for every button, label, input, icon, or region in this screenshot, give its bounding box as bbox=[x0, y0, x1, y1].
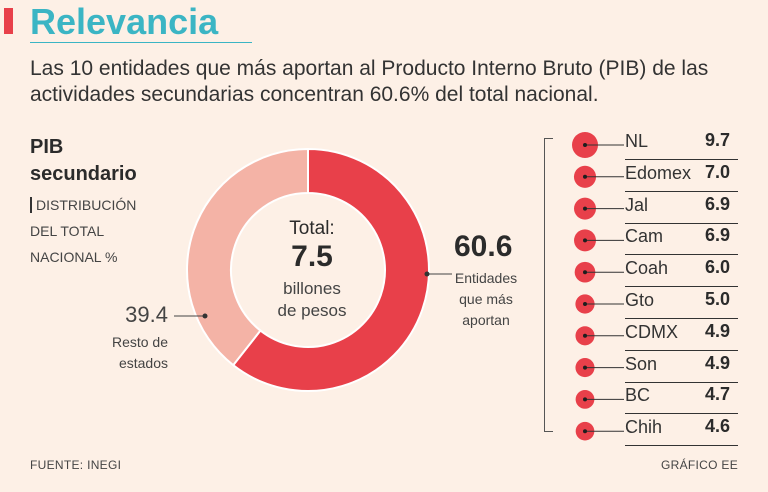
ranking-row: CDMX 4.9 bbox=[568, 319, 738, 351]
ranking-rule bbox=[625, 159, 738, 160]
donut-center-unit-line2: de pesos bbox=[277, 301, 347, 320]
chart-subheading-line1: DISTRIBUCIÓN bbox=[36, 197, 137, 213]
page-title: Relevancia bbox=[30, 1, 219, 42]
chart-heading: PIB secundario bbox=[30, 134, 137, 188]
chart-subheading-line3: NACIONAL % bbox=[30, 249, 118, 265]
ranking-row: Cam 6.9 bbox=[568, 223, 738, 256]
ranking-row: BC 4.7 bbox=[568, 382, 738, 415]
ranking-name: Edomex bbox=[625, 162, 692, 183]
ranking-dot-center bbox=[583, 429, 587, 434]
ranking-row: Gto 5.0 bbox=[568, 287, 738, 319]
ranking-name: Chih bbox=[625, 417, 663, 438]
ranking-row: Jal 6.9 bbox=[568, 192, 738, 224]
ranking-dot-center bbox=[583, 143, 587, 147]
ranking-dot-center bbox=[583, 174, 587, 179]
ranking-value: 4.9 bbox=[704, 320, 730, 341]
ranking-row: Son 4.9 bbox=[568, 351, 738, 383]
ranking-name: Cam bbox=[625, 226, 664, 247]
data-label-top-text: Entidades que más aportan bbox=[442, 268, 530, 331]
ranking-row: Chih 4.6 bbox=[568, 414, 738, 447]
data-label-rest-line2: estados bbox=[118, 355, 168, 371]
ranking-rule bbox=[625, 445, 738, 447]
donut-center-unit-line1: billones bbox=[283, 279, 341, 298]
ranking-rule bbox=[625, 254, 738, 256]
data-label-top-line3: aportan bbox=[462, 312, 510, 328]
ranking-rule bbox=[625, 413, 738, 415]
ranking-rule bbox=[625, 222, 738, 224]
divider-bar bbox=[30, 197, 32, 213]
ranking-dot-center bbox=[583, 333, 587, 338]
ranking-value: 6.9 bbox=[704, 225, 730, 246]
donut-center-label: Total: bbox=[289, 218, 335, 239]
ranking-dots-layer bbox=[572, 132, 624, 441]
ranking-value: 6.9 bbox=[704, 193, 730, 214]
ranking-row: NL 9.7 bbox=[568, 128, 738, 160]
ranking-rule bbox=[625, 349, 738, 351]
ranking-name: CDMX bbox=[625, 321, 678, 342]
donut-layer bbox=[186, 147, 430, 392]
ranking-dot-center bbox=[583, 270, 587, 275]
ranking-value: 4.7 bbox=[704, 384, 730, 405]
donut-center-value: 7.5 bbox=[291, 240, 333, 273]
data-label-top-value: 60.6 bbox=[454, 230, 513, 263]
title-underline bbox=[30, 42, 252, 43]
donut-slice-rest bbox=[186, 147, 309, 367]
chart-subheading-line2: DEL TOTAL bbox=[30, 223, 105, 239]
data-label-rest-value: 39.4 bbox=[125, 302, 168, 327]
credit-note: GRÁFICO EE bbox=[660, 458, 738, 472]
title-accent-bar bbox=[4, 8, 13, 34]
ranking-name: BC bbox=[625, 385, 651, 406]
ranking-value: 9.7 bbox=[704, 130, 730, 150]
page-subtitle: Las 10 entidades que más aportan al Prod… bbox=[30, 57, 709, 106]
ranking-dot-center bbox=[583, 397, 587, 402]
ranking-name: Jal bbox=[625, 194, 649, 215]
data-label-rest-text: Resto de estados bbox=[92, 332, 168, 374]
donut-slice-top10 bbox=[231, 147, 430, 392]
data-label-top-line2: que más bbox=[459, 291, 513, 307]
ranking-name: Son bbox=[625, 353, 658, 374]
ranking-name: Coah bbox=[625, 258, 669, 279]
source-note: FUENTE: INEGI bbox=[30, 458, 122, 472]
data-label-rest-line1: Resto de bbox=[111, 334, 168, 350]
leader-dot-rest bbox=[202, 313, 208, 319]
ranking-value: 5.0 bbox=[704, 289, 730, 309]
ranking-rule bbox=[625, 190, 738, 192]
ranking-rule bbox=[625, 318, 738, 319]
ranking-value: 4.9 bbox=[704, 352, 730, 373]
ranking-rule bbox=[625, 286, 738, 288]
ranking-value: 4.6 bbox=[704, 416, 730, 437]
donut-center-unit: billones de pesos bbox=[252, 278, 372, 322]
chart-heading-line1: PIB bbox=[30, 136, 64, 158]
ranking-name: Gto bbox=[625, 290, 655, 310]
chart-subheading: DISTRIBUCIÓN DEL TOTAL NACIONAL % bbox=[30, 192, 180, 270]
chart-heading-line2: secundario bbox=[30, 163, 137, 185]
ranking-dot-center bbox=[583, 302, 587, 306]
leader-dot-top bbox=[424, 271, 430, 277]
ranking-value: 6.0 bbox=[704, 257, 730, 278]
ranking-bracket bbox=[544, 138, 553, 432]
ranking-rule bbox=[625, 381, 738, 383]
ranking-value: 7.0 bbox=[704, 161, 730, 182]
ranking-row: Coah 6.0 bbox=[568, 255, 738, 288]
ranking-row: Edomex 7.0 bbox=[568, 160, 738, 192]
data-label-top-line1: Entidades bbox=[454, 270, 518, 286]
ranking-dot-center bbox=[583, 238, 587, 243]
ranking-dot-center bbox=[583, 206, 587, 211]
ranking-name: NL bbox=[625, 131, 649, 151]
ranking-dot-center bbox=[583, 365, 587, 370]
